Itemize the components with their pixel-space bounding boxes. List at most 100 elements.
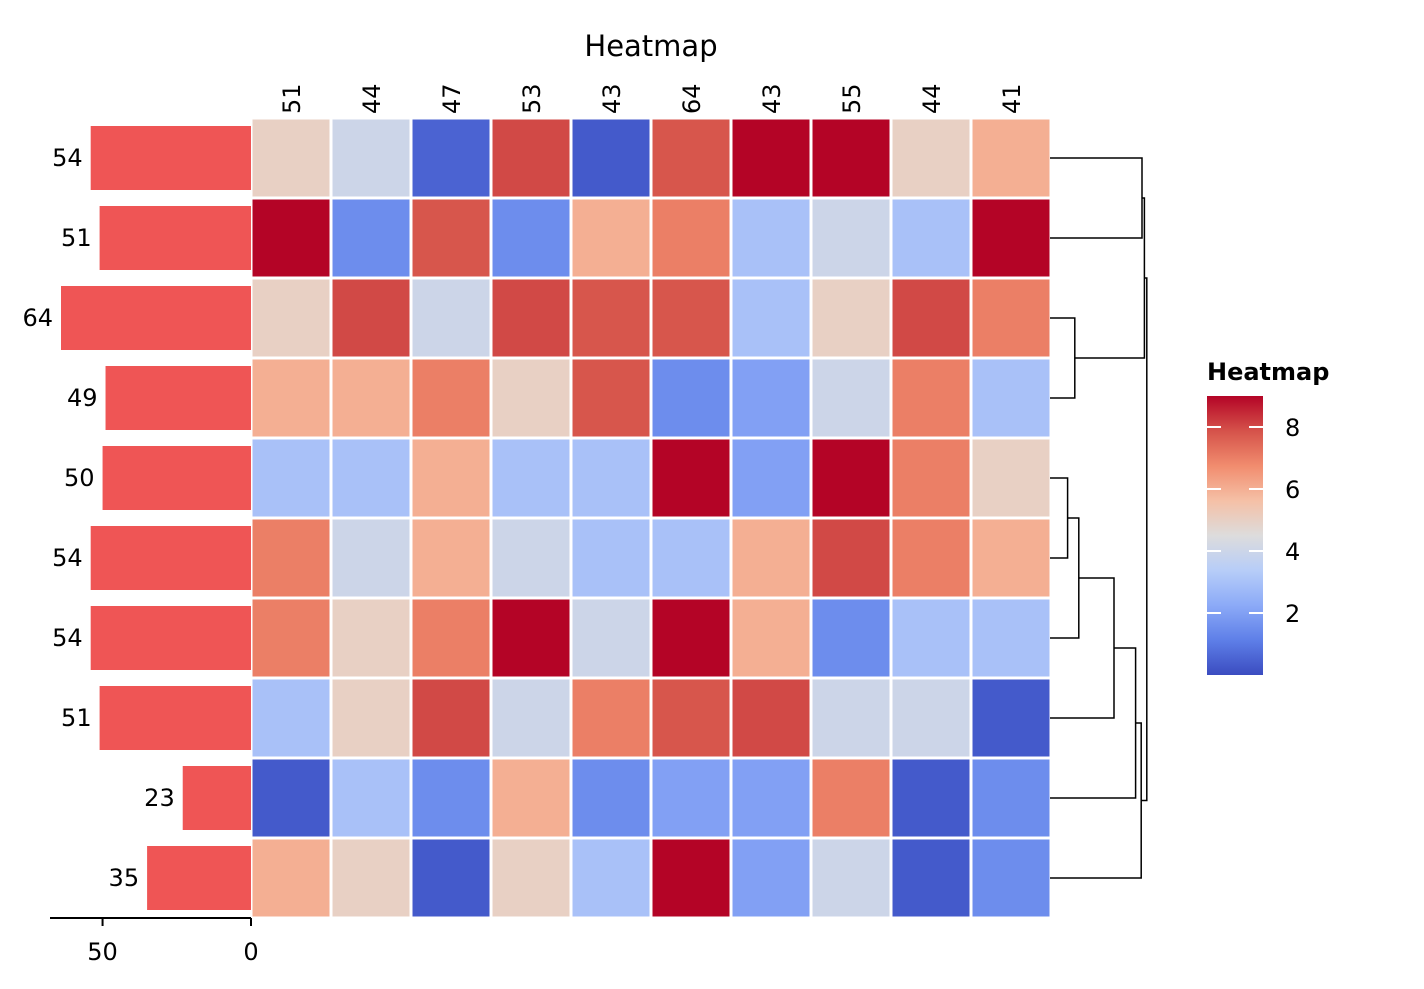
heatmap-cell xyxy=(969,676,1053,760)
heatmap-cell xyxy=(569,756,653,840)
heatmap-cell xyxy=(649,596,733,680)
heatmap-cell xyxy=(809,116,893,200)
heatmap-cell xyxy=(809,516,893,600)
heatmap-cell xyxy=(889,196,973,280)
heatmap-cell xyxy=(489,516,573,600)
heatmap-cell xyxy=(889,116,973,200)
heatmap-cell xyxy=(409,836,493,920)
heatmap-cell xyxy=(489,756,573,840)
heatmap-cell xyxy=(649,836,733,920)
heatmap-cell xyxy=(809,196,893,280)
row-bar xyxy=(99,206,251,270)
column-label: 44 xyxy=(918,83,946,114)
heatmap-cell xyxy=(649,436,733,520)
heatmap-cell xyxy=(329,516,413,600)
heatmap-cell xyxy=(809,356,893,440)
heatmap-cell xyxy=(969,836,1053,920)
column-label: 53 xyxy=(518,83,546,114)
column-label: 43 xyxy=(598,83,626,114)
row-bar xyxy=(90,606,251,670)
heatmap-cell xyxy=(489,676,573,760)
row-label: 64 xyxy=(22,304,53,332)
heatmap-cell xyxy=(729,516,813,600)
heatmap-cell xyxy=(569,596,653,680)
heatmap-cell xyxy=(569,436,653,520)
heatmap-cell xyxy=(489,196,573,280)
heatmap-cell xyxy=(889,436,973,520)
heatmap-cell xyxy=(249,276,333,360)
heatmap-cell xyxy=(569,276,653,360)
heatmap-cell xyxy=(409,756,493,840)
heatmap-cell xyxy=(889,276,973,360)
chart-title: Heatmap xyxy=(584,29,717,63)
colorbar-gradient xyxy=(1207,396,1263,675)
heatmap-cell xyxy=(489,836,573,920)
bar-axis-label: 0 xyxy=(243,938,258,966)
heatmap-cell xyxy=(729,196,813,280)
heatmap-cell xyxy=(969,276,1053,360)
row-label: 50 xyxy=(64,464,95,492)
column-label: 51 xyxy=(278,83,306,114)
heatmap-cell xyxy=(649,756,733,840)
heatmap-cell xyxy=(969,516,1053,600)
heatmap-cell xyxy=(649,676,733,760)
heatmap-cell xyxy=(489,116,573,200)
row-label: 35 xyxy=(109,864,140,892)
heatmap-cell xyxy=(409,436,493,520)
heatmap-cell xyxy=(889,836,973,920)
heatmap-cell xyxy=(329,836,413,920)
dendrogram-link xyxy=(1074,197,1146,359)
heatmap-cell xyxy=(809,676,893,760)
heatmap-cell xyxy=(489,596,573,680)
heatmap-cell xyxy=(249,196,333,280)
heatmap-cell xyxy=(409,276,493,360)
heatmap-cell xyxy=(249,676,333,760)
heatmap-cell xyxy=(569,356,653,440)
heatmap-cell xyxy=(569,196,653,280)
heatmap-cell xyxy=(569,516,653,600)
heatmap-cell xyxy=(969,596,1053,680)
heatmap-cell xyxy=(889,356,973,440)
heatmap-cell xyxy=(489,436,573,520)
row-bar xyxy=(147,846,251,910)
heatmap-cell xyxy=(649,116,733,200)
heatmap-cell xyxy=(249,116,333,200)
heatmap-cell xyxy=(729,116,813,200)
heatmap-cell xyxy=(889,596,973,680)
heatmap-cell xyxy=(729,596,813,680)
heatmap-cell xyxy=(249,356,333,440)
heatmap-cell xyxy=(649,356,733,440)
heatmap-cell xyxy=(809,596,893,680)
row-dendrogram xyxy=(1050,157,1148,879)
heatmap-cell xyxy=(889,676,973,760)
row-bar xyxy=(105,366,251,430)
colorbar-ticks: 2 4 6 8 xyxy=(1207,414,1300,628)
column-label: 41 xyxy=(998,83,1026,114)
row-bar-annotation: 54 51 64 49 50 54 54 51 23 35 xyxy=(22,126,251,910)
row-bar xyxy=(102,446,251,510)
row-label: 49 xyxy=(67,384,98,412)
row-bar xyxy=(182,766,251,830)
heatmap-cell xyxy=(329,596,413,680)
heatmap-cell xyxy=(649,516,733,600)
row-label: 23 xyxy=(144,784,175,812)
heatmap-cell xyxy=(889,516,973,600)
bar-axis-label: 50 xyxy=(87,938,118,966)
dendrogram-link xyxy=(1050,577,1115,719)
colorbar-legend: Heatmap 2 4 6 8 xyxy=(1207,358,1329,675)
row-bar-axis: 50 0 xyxy=(50,917,259,966)
row-bar xyxy=(90,526,251,590)
heatmap-cell xyxy=(649,196,733,280)
heatmap-cell xyxy=(809,836,893,920)
heatmap-cell xyxy=(489,356,573,440)
row-bar xyxy=(90,126,251,190)
heatmap-cell xyxy=(329,756,413,840)
heatmap-cell xyxy=(969,436,1053,520)
heatmap-cell xyxy=(329,116,413,200)
heatmap-cell xyxy=(249,436,333,520)
heatmap-cell xyxy=(409,196,493,280)
heatmap-cell xyxy=(809,436,893,520)
colorbar-tick-label: 6 xyxy=(1285,476,1300,504)
heatmap-cell xyxy=(329,196,413,280)
